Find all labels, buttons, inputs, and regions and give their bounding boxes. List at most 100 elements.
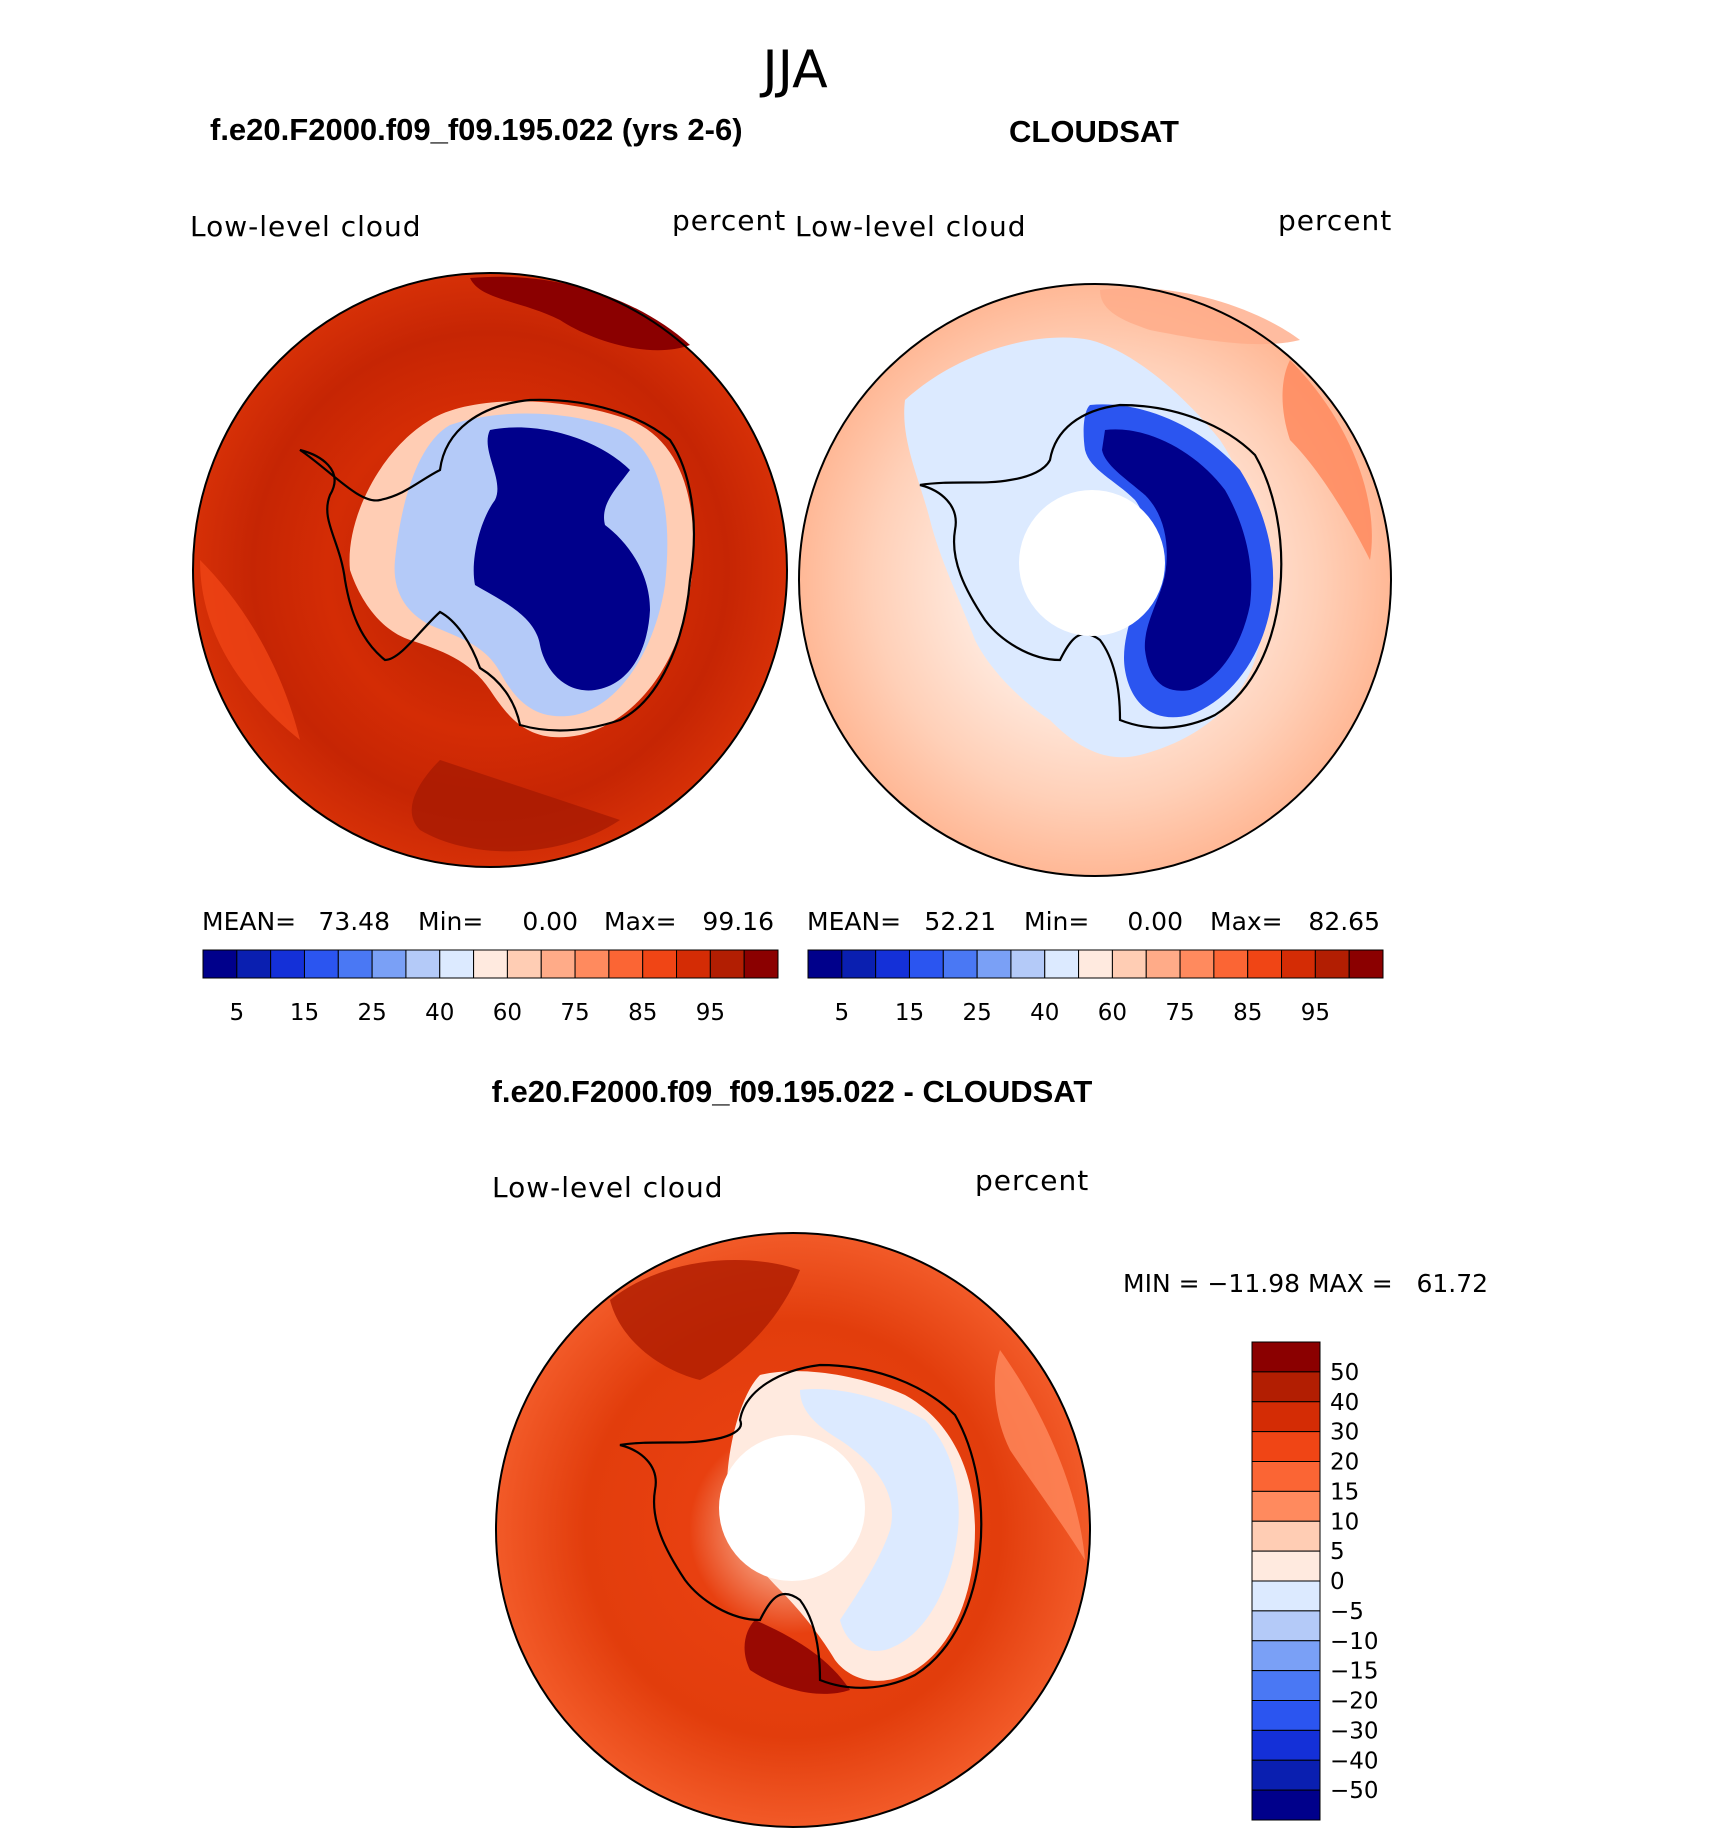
panel-model-min: 0.00 [522, 907, 578, 936]
diff-colorbar-tick-label: −40 [1330, 1748, 1379, 1774]
diff-colorbar-swatch [1251, 1759, 1321, 1791]
model-colorbar-tick-label: 40 [425, 1000, 454, 1026]
diff-colorbar-tick-label: −30 [1330, 1718, 1379, 1744]
obs-colorbar-tick-label: 60 [1098, 1000, 1127, 1026]
model-map-border [192, 272, 788, 868]
model-antarctic-coastline [299, 398, 695, 732]
panel-obs: CLOUDSAT Low-level cloud percent MEAN= 5… [795, 114, 1392, 1026]
panel-model: f.e20.F2000.f09_f09.195.022 (yrs 2-6) Lo… [190, 112, 788, 1026]
panel-diff: f.e20.F2000.f09_f09.195.022 - CLOUDSAT L… [492, 1074, 1488, 1828]
model-colorbar-tick-label: 25 [357, 1000, 386, 1026]
diff-colorbar-tick-label: −5 [1330, 1599, 1364, 1625]
panel-diff-title: f.e20.F2000.f09_f09.195.022 - CLOUDSAT [492, 1074, 1093, 1109]
obs-colorbar-swatch [1281, 949, 1316, 979]
diff-colorbar-tick-label: −50 [1330, 1778, 1379, 1804]
diff-colorbar-swatch [1251, 1490, 1321, 1522]
obs-colorbar-swatch [1111, 949, 1147, 979]
obs-east-orange [1282, 360, 1372, 560]
panel-diff-map [495, 1232, 1091, 1828]
diff-colorbar-tick-label: 20 [1330, 1450, 1359, 1476]
diff-colorbar-swatch [1251, 1431, 1321, 1462]
model-colorbar-tick-label: 85 [628, 1000, 657, 1026]
model-colorbar-tick-label: 5 [230, 1000, 245, 1026]
panel-obs-min-label: Min= [1024, 907, 1089, 936]
obs-colorbar-swatch [1145, 949, 1181, 979]
obs-missing-data-hole [1019, 490, 1165, 636]
diff-colorbar-swatch [1251, 1461, 1321, 1492]
model-colorbar-tick-label: 95 [696, 1000, 725, 1026]
model-colorbar-swatch [371, 949, 407, 979]
panel-model-mean: 73.48 [318, 907, 390, 936]
obs-colorbar-tick-label: 15 [895, 1000, 924, 1026]
obs-colorbar-swatch [1314, 949, 1350, 979]
diff-colorbar-swatch [1251, 1401, 1321, 1433]
panel-obs-mean: 52.21 [924, 907, 996, 936]
diff-colorbar-swatch [1251, 1550, 1321, 1582]
diff-east-lightorange [994, 1350, 1085, 1560]
model-colorbar-swatch [676, 949, 711, 979]
model-colorbar-swatch [574, 949, 610, 979]
obs-colorbar-swatch [976, 949, 1012, 979]
panel-diff-units: percent [975, 1164, 1089, 1197]
panel-diff-variable: Low-level cloud [492, 1171, 724, 1204]
obs-colorbar-swatch [1010, 949, 1046, 979]
diff-colorbar-tick-label: 5 [1330, 1539, 1345, 1565]
diff-colorbar-swatch [1251, 1700, 1321, 1731]
model-colorbar-swatch [270, 949, 305, 979]
diff-colorbar-swatch [1251, 1520, 1321, 1552]
diff-colorbar-swatch [1251, 1729, 1321, 1761]
panel-model-title: f.e20.F2000.f09_f09.195.022 (yrs 2-6) [210, 112, 743, 147]
obs-map-border [798, 283, 1392, 877]
model-colorbar-swatch [506, 949, 542, 979]
model-west-orange [200, 560, 300, 740]
obs-colorbar-swatch [1179, 949, 1215, 979]
diff-colorbar-tick-label: −20 [1330, 1689, 1379, 1715]
panel-obs-colorbar: 5 15 25 40 60 75 85 95 [807, 949, 1384, 1026]
panel-model-max-label: Max= [604, 907, 677, 936]
panel-model-mean-label: MEAN= [202, 907, 296, 936]
model-colorbar-swatch [473, 949, 508, 979]
panel-obs-max: 82.65 [1308, 907, 1380, 936]
diff-colorbar-swatch [1251, 1580, 1321, 1612]
model-colorbar-swatch [540, 949, 576, 979]
panel-model-units: percent [672, 204, 786, 237]
obs-ice-core [1102, 429, 1252, 691]
diff-colorbar-swatch [1251, 1371, 1321, 1403]
obs-colorbar-swatch [875, 949, 910, 979]
obs-colorbar-swatch [1213, 949, 1249, 979]
model-colorbar-tick-label: 75 [560, 1000, 589, 1026]
obs-colorbar-tick-label: 25 [962, 1000, 991, 1026]
obs-colorbar-swatch [1044, 949, 1080, 979]
diff-colorbar-swatch [1251, 1341, 1321, 1373]
diff-colorbar-tick-label: 50 [1330, 1360, 1359, 1386]
diff-colorbar-tick-label: 40 [1330, 1390, 1359, 1416]
panel-model-colorbar: 5 15 25 40 60 75 85 95 [202, 949, 779, 1026]
panel-diff-range: MIN = −11.98 MAX = 61.72 [1123, 1269, 1488, 1298]
diff-negative-interior [800, 1389, 959, 1651]
panel-obs-map [798, 283, 1392, 877]
obs-colorbar-swatch [841, 949, 877, 979]
obs-colorbar-swatch [1348, 949, 1384, 979]
model-colorbar-swatch [608, 949, 644, 979]
model-colorbar-swatch [236, 949, 272, 979]
panel-obs-title: CLOUDSAT [1009, 114, 1179, 149]
panel-obs-max-label: Max= [1210, 907, 1283, 936]
diff-colorbar-tick-label: 10 [1330, 1509, 1359, 1535]
model-colorbar-tick-label: 60 [493, 1000, 522, 1026]
model-ice-core [473, 427, 650, 691]
panel-obs-min: 0.00 [1127, 907, 1183, 936]
diff-map-border [495, 1232, 1091, 1828]
model-colorbar-swatch [642, 949, 678, 979]
diff-colorbar-tick-label: 15 [1330, 1479, 1359, 1505]
model-northern-darkred [470, 276, 690, 351]
diff-antarctic-coastline [619, 1363, 983, 1689]
obs-colorbar-tick-label: 85 [1233, 1000, 1262, 1026]
obs-colorbar-swatch [908, 949, 944, 979]
diff-colorbar-swatch [1251, 1789, 1321, 1821]
diff-colorbar-swatch [1251, 1610, 1321, 1642]
model-colorbar-swatch [202, 949, 238, 979]
panel-obs-units: percent [1278, 204, 1392, 237]
panel-obs-variable: Low-level cloud [795, 210, 1027, 243]
